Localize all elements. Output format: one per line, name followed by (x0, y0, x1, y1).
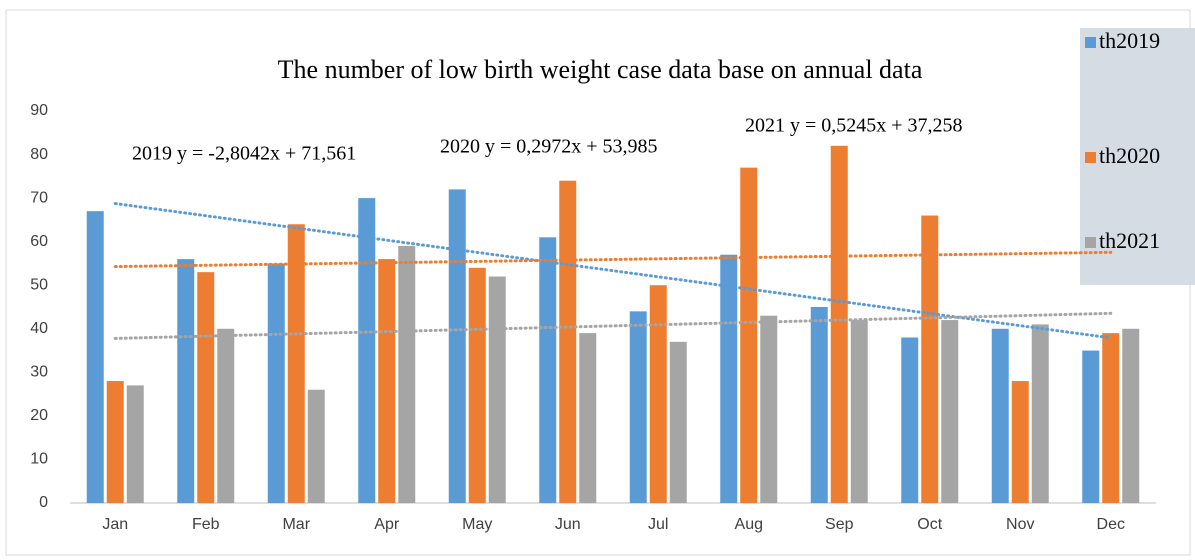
bar (468, 267, 486, 503)
bar (760, 315, 778, 503)
x-tick-label: Mar (282, 516, 310, 533)
legend-swatch (1085, 152, 1096, 163)
legend-label: th2021 (1099, 228, 1160, 253)
bar (378, 259, 396, 503)
bar (197, 272, 215, 503)
bar (217, 328, 235, 503)
legend-box (1080, 28, 1195, 285)
bar (810, 307, 828, 503)
bar (1011, 381, 1029, 503)
bar (1082, 350, 1100, 503)
trendline-equation: 2020 y = 0,2972x + 53,985 (440, 136, 658, 158)
bar (1031, 324, 1049, 503)
y-tick-label: 60 (30, 233, 48, 250)
trendline-equation: 2021 y = 0,5245x + 37,258 (745, 115, 963, 137)
y-tick-label: 50 (30, 276, 48, 293)
x-tick-label: May (462, 516, 492, 533)
bar (649, 285, 667, 503)
bar (991, 328, 1009, 503)
trendline (113, 202, 1113, 340)
bar (106, 381, 124, 503)
bar (267, 263, 285, 503)
y-tick-label: 80 (30, 146, 48, 163)
bar (921, 215, 939, 504)
trendline (113, 250, 1113, 269)
bar (850, 320, 868, 503)
x-tick-label: Feb (192, 516, 220, 533)
x-tick-label: Dec (1097, 516, 1125, 533)
bar (488, 276, 506, 503)
trendline-equation: 2019 y = -2,8042x + 71,561 (132, 143, 356, 165)
bar (448, 189, 466, 503)
y-tick-label: 0 (39, 494, 48, 511)
trendline (113, 311, 1113, 340)
y-tick-label: 40 (30, 320, 48, 337)
bar (539, 237, 557, 504)
bar (86, 211, 104, 503)
bar (126, 385, 144, 503)
bar (1122, 328, 1140, 503)
x-tick-label: Jan (102, 516, 128, 533)
bar (740, 167, 758, 503)
bar (358, 198, 376, 503)
y-tick-label: 30 (30, 364, 48, 381)
y-tick-label: 20 (30, 407, 48, 424)
chart-title: The number of low birth weight case data… (278, 55, 923, 84)
legend-swatch (1085, 237, 1096, 248)
x-tick-label: Sep (825, 516, 854, 533)
bar (629, 311, 647, 503)
bar (830, 145, 848, 503)
bar (177, 259, 195, 503)
bar (398, 246, 416, 503)
legend-label: th2019 (1099, 28, 1160, 53)
bar (579, 333, 597, 503)
y-tick-label: 90 (30, 102, 48, 119)
legend-label: th2020 (1099, 143, 1160, 168)
x-tick-label: Oct (917, 516, 942, 533)
bar (307, 389, 325, 503)
bar (287, 224, 305, 503)
y-tick-label: 10 (30, 451, 48, 468)
legend-swatch (1085, 37, 1096, 48)
x-tick-label: Jun (555, 516, 581, 533)
bar (559, 180, 577, 503)
x-tick-label: Apr (374, 516, 400, 533)
y-tick-label: 70 (30, 189, 48, 206)
bar (669, 341, 687, 503)
x-tick-label: Jul (648, 516, 668, 533)
x-tick-label: Nov (1006, 516, 1034, 533)
bar (1102, 333, 1120, 503)
bar (901, 337, 919, 503)
bar (941, 320, 959, 503)
bar (720, 254, 738, 503)
x-tick-label: Aug (735, 516, 763, 533)
